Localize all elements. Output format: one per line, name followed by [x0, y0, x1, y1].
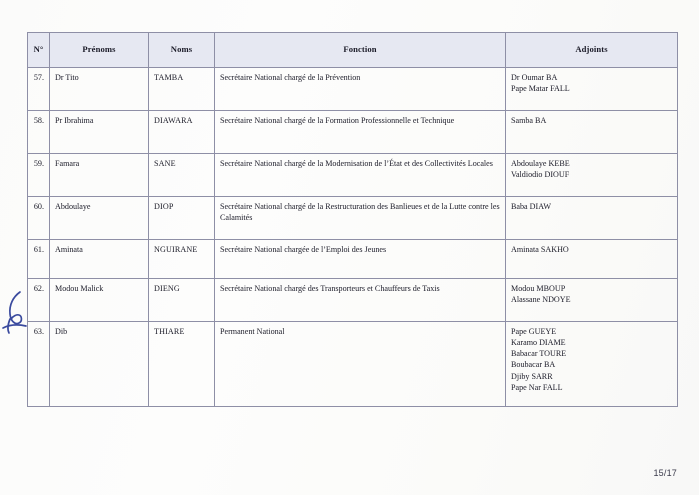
column-header-adjoints: Adjoints	[505, 32, 678, 68]
cell-num: 62.	[27, 278, 50, 322]
adjoint-name: Pape GUEYE	[511, 327, 557, 336]
cell-noms: THIARE	[148, 321, 215, 407]
adjoint-name: Valdiodio DIOUF	[511, 170, 570, 180]
cell-num: 61.	[27, 239, 50, 279]
cell-prenoms: Dib	[49, 321, 149, 407]
adjoint-name: Samba BA	[511, 116, 547, 125]
cell-adjoints: Modou MBOUP Alassane NDOYE	[505, 278, 678, 322]
page-number: 15/17	[653, 468, 677, 478]
cell-prenoms: Modou Malick	[49, 278, 149, 322]
adjoint-name: Djiby SARR	[511, 371, 553, 381]
column-header-prenoms: Prénoms	[49, 32, 149, 68]
table-row: 61. Aminata NGUIRANE Secrétaire National…	[27, 239, 678, 279]
cell-prenoms: Dr Tito	[49, 67, 149, 111]
table-row: 59. Famara SANE Secrétaire National char…	[27, 153, 678, 197]
table-row: 63. Dib THIARE Permanent National Pape G…	[27, 321, 678, 407]
adjoint-name: Dr Oumar BA	[511, 73, 558, 82]
adjoint-name: Modou MBOUP	[511, 284, 566, 293]
cell-fonction: Secrétaire National chargé de la Formati…	[214, 110, 506, 154]
cell-adjoints: Pape GUEYE Karamo DIAME Babacar TOURE Bouba…	[505, 321, 678, 407]
cell-adjoints: Samba BA	[505, 110, 678, 154]
cell-fonction: Secrétaire National chargé de la Restruc…	[214, 196, 506, 240]
adjoint-name: Karamo DIAME	[511, 338, 566, 348]
cell-adjoints: Aminata SAKHO	[505, 239, 678, 279]
cell-num: 57.	[27, 67, 50, 111]
table-row: 57. Dr Tito TAMBA Secrétaire National ch…	[27, 67, 678, 111]
cell-prenoms: Pr Ibrahima	[49, 110, 149, 154]
cell-prenoms: Famara	[49, 153, 149, 197]
table-row: 62. Modou Malick DIENG Secrétaire Nation…	[27, 278, 678, 322]
cell-adjoints: Baba DIAW	[505, 196, 678, 240]
adjoint-name: Boubacar BA	[511, 360, 556, 370]
column-header-noms: Noms	[148, 32, 215, 68]
adjoint-name: Baba DIAW	[511, 202, 552, 211]
table-header-row: N° Prénoms Noms Fonction Adjoints	[27, 32, 678, 68]
table-body: 57. Dr Tito TAMBA Secrétaire National ch…	[27, 67, 678, 407]
cell-noms: SANE	[148, 153, 215, 197]
adjoint-name: Abdoulaye KEBE	[511, 159, 570, 168]
cell-noms: DIENG	[148, 278, 215, 322]
cell-num: 59.	[27, 153, 50, 197]
cell-noms: DIOP	[148, 196, 215, 240]
adjoint-name: Pape Nar FALL	[511, 382, 563, 392]
adjoint-name: Pape Matar FALL	[511, 84, 570, 94]
cell-num: 63.	[27, 321, 50, 407]
adjoint-name: Babacar TOURE	[511, 349, 567, 359]
cell-fonction: Permanent National	[214, 321, 506, 407]
cell-adjoints: Dr Oumar BA Pape Matar FALL	[505, 67, 678, 111]
cell-noms: NGUIRANE	[148, 239, 215, 279]
cell-adjoints: Abdoulaye KEBE Valdiodio DIOUF	[505, 153, 678, 197]
column-header-num: N°	[27, 32, 50, 68]
cell-prenoms: Abdoulaye	[49, 196, 149, 240]
column-header-fonction: Fonction	[214, 32, 506, 68]
cell-fonction: Secrétaire National chargé de la Moderni…	[214, 153, 506, 197]
cell-fonction: Secrétaire National chargé de la Prévent…	[214, 67, 506, 111]
cell-noms: TAMBA	[148, 67, 215, 111]
table-row: 60. Abdoulaye DIOP Secrétaire National c…	[27, 196, 678, 240]
cell-num: 60.	[27, 196, 50, 240]
adjoint-name: Alassane NDOYE	[511, 295, 571, 305]
cell-fonction: Secrétaire National chargé des Transport…	[214, 278, 506, 322]
adjoint-name: Aminata SAKHO	[511, 245, 569, 254]
members-table: N° Prénoms Noms Fonction Adjoints 57. Dr…	[27, 32, 678, 407]
cell-noms: DIAWARA	[148, 110, 215, 154]
table-row: 58. Pr Ibrahima DIAWARA Secrétaire Natio…	[27, 110, 678, 154]
cell-num: 58.	[27, 110, 50, 154]
cell-prenoms: Aminata	[49, 239, 149, 279]
cell-fonction: Secrétaire National chargée de l’Emploi …	[214, 239, 506, 279]
